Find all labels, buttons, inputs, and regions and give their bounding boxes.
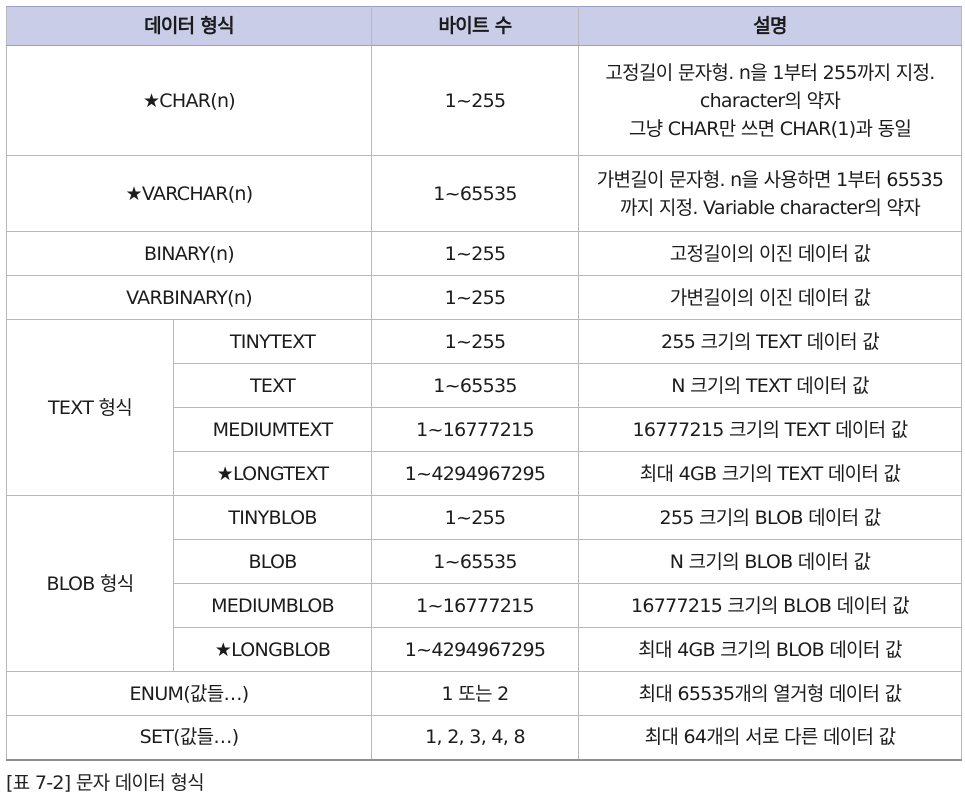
description-cell: 고정길이의 이진 데이터 값 — [578, 231, 963, 276]
header-data-type: 데이터 형식 — [5, 6, 373, 46]
table-row: VARBINARY(n) 1~255 가변길이의 이진 데이터 값 — [5, 275, 963, 320]
description-cell: 255 크기의 BLOB 데이터 값 — [578, 495, 963, 540]
subtype-cell: TINYBLOB — [172, 495, 373, 540]
description-cell: 16777215 크기의 BLOB 데이터 값 — [578, 583, 963, 628]
table-row: ★CHAR(n) 1~255 고정길이 문자형. n을 1부터 255까지 지정… — [5, 45, 963, 156]
description-line: 그냥 CHAR만 쓰면 CHAR(1)과 동일 — [628, 117, 912, 140]
bytes-cell: 1, 2, 3, 4, 8 — [371, 715, 580, 761]
subtype-cell: ★LONGTEXT — [172, 451, 373, 496]
description-cell: 가변길이 문자형. n을 사용하면 1부터 65535 까지 지정. Varia… — [578, 155, 963, 232]
bytes-cell: 1~16777215 — [371, 407, 580, 452]
table-row: TEXT 형식 TINYTEXT 1~255 255 크기의 TEXT 데이터 … — [6, 319, 963, 496]
table-row: ★LONGTEXT 1~4294967295 최대 4GB 크기의 TEXT 데… — [7, 451, 963, 496]
bytes-cell: 1~255 — [371, 45, 580, 156]
header-byte-count: 바이트 수 — [371, 6, 580, 46]
bytes-cell: 1 또는 2 — [371, 671, 580, 716]
bytes-cell: 1~255 — [371, 231, 580, 276]
type-cell: ★CHAR(n) — [5, 45, 373, 156]
description-cell: N 크기의 BLOB 데이터 값 — [578, 539, 963, 584]
description-line: character의 약자 — [699, 89, 841, 112]
bytes-cell: 1~65535 — [371, 363, 580, 408]
bytes-cell: 1~16777215 — [371, 583, 580, 628]
bytes-cell: 1~65535 — [371, 539, 580, 584]
description-cell: 255 크기의 TEXT 데이터 값 — [578, 319, 963, 364]
data-type-table-container: 데이터 형식 바이트 수 설명 ★CHAR(n) 1~255 고정길이 문자형.… — [5, 6, 963, 761]
string-data-type-table: 데이터 형식 바이트 수 설명 ★CHAR(n) 1~255 고정길이 문자형.… — [5, 6, 963, 761]
type-cell: VARBINARY(n) — [5, 275, 373, 320]
description-cell: 최대 4GB 크기의 TEXT 데이터 값 — [578, 451, 963, 496]
table-caption: [표 7-2] 문자 데이터 형식 — [6, 772, 205, 794]
table-row: BLOB 형식 TINYBLOB 1~255 255 크기의 BLOB 데이터 … — [6, 495, 963, 672]
description-line: 까지 지정. Variable character의 약자 — [619, 196, 921, 219]
table-row: SET(값들…) 1, 2, 3, 4, 8 최대 64개의 서로 다른 데이터… — [5, 715, 963, 761]
subtype-cell: BLOB — [172, 539, 373, 584]
type-cell: ★VARCHAR(n) — [5, 155, 373, 232]
table-row: MEDIUMBLOB 1~16777215 16777215 크기의 BLOB … — [7, 583, 963, 628]
table-row: TEXT 1~65535 N 크기의 TEXT 데이터 값 — [7, 363, 963, 408]
description-cell: 최대 64개의 서로 다른 데이터 값 — [578, 715, 963, 761]
table-row: BINARY(n) 1~255 고정길이의 이진 데이터 값 — [5, 231, 963, 276]
bytes-cell: 1~255 — [371, 319, 580, 364]
description-line: 가변길이 문자형. n을 사용하면 1부터 65535 — [596, 168, 944, 191]
bytes-cell: 1~4294967295 — [371, 451, 580, 496]
table-row: ENUM(값들…) 1 또는 2 최대 65535개의 열거형 데이터 값 — [5, 671, 963, 716]
subtype-cell: ★LONGBLOB — [172, 627, 373, 672]
bytes-cell: 1~4294967295 — [371, 627, 580, 672]
bytes-cell: 1~65535 — [371, 155, 580, 232]
description-cell: 가변길이의 이진 데이터 값 — [578, 275, 963, 320]
group-label-text: TEXT 형식 — [6, 319, 174, 496]
bytes-cell: 1~255 — [371, 275, 580, 320]
type-cell: ENUM(값들…) — [5, 671, 373, 716]
table-row: MEDIUMTEXT 1~16777215 16777215 크기의 TEXT … — [7, 407, 963, 452]
description-cell: 고정길이 문자형. n을 1부터 255까지 지정. character의 약자… — [578, 45, 963, 156]
description-cell: 16777215 크기의 TEXT 데이터 값 — [578, 407, 963, 452]
description-line: 고정길이 문자형. n을 1부터 255까지 지정. — [605, 61, 935, 84]
header-description: 설명 — [578, 6, 963, 46]
type-cell: BINARY(n) — [5, 231, 373, 276]
subtype-cell: TINYTEXT — [172, 319, 373, 364]
table-row: ★VARCHAR(n) 1~65535 가변길이 문자형. n을 사용하면 1부… — [5, 155, 963, 232]
table-row: BLOB 1~65535 N 크기의 BLOB 데이터 값 — [7, 539, 963, 584]
description-cell: 최대 65535개의 열거형 데이터 값 — [578, 671, 963, 716]
bytes-cell: 1~255 — [371, 495, 580, 540]
table-header-row: 데이터 형식 바이트 수 설명 — [5, 6, 963, 46]
table-row: ★LONGBLOB 1~4294967295 최대 4GB 크기의 BLOB 데… — [7, 627, 963, 672]
group-label-blob: BLOB 형식 — [6, 495, 174, 672]
subtype-cell: MEDIUMTEXT — [172, 407, 373, 452]
description-cell: N 크기의 TEXT 데이터 값 — [578, 363, 963, 408]
subtype-cell: MEDIUMBLOB — [172, 583, 373, 628]
description-cell: 최대 4GB 크기의 BLOB 데이터 값 — [578, 627, 963, 672]
type-cell: SET(값들…) — [5, 715, 373, 761]
subtype-cell: TEXT — [172, 363, 373, 408]
